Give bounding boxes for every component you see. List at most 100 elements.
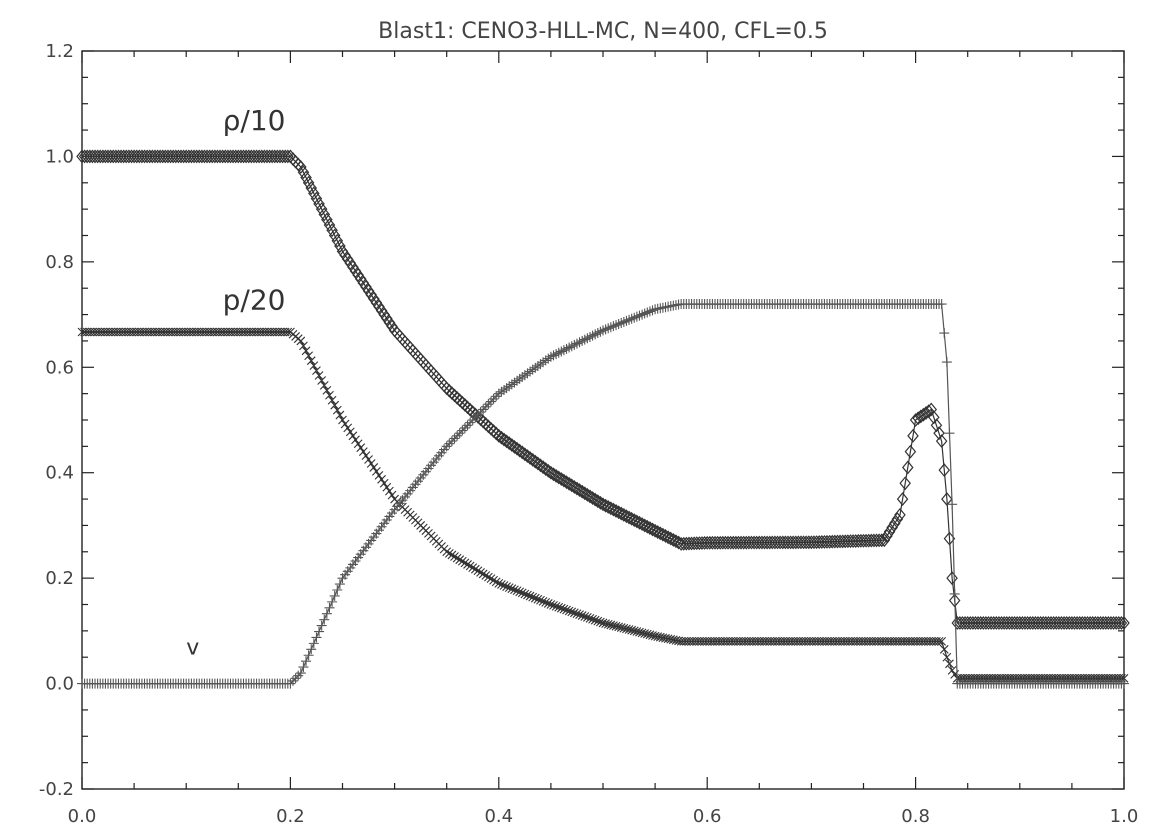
data-point-plus [512,375,523,386]
data-point-diamond [839,534,852,549]
data-point-x [512,586,522,596]
data-point-diamond [578,486,591,501]
data-point-plus [316,620,327,631]
data-point-x [299,341,308,351]
data-point-diamond [313,196,325,211]
data-point-x [296,336,306,346]
data-point-diamond [237,149,250,164]
data-point-diamond [493,428,505,443]
data-point-x [338,415,347,425]
data-point-diamond [756,535,768,550]
data-point-diamond [849,534,862,548]
data-point-diamond [735,535,747,550]
data-point-diamond [1003,616,1016,630]
data-point-diamond [149,149,161,164]
data-point-plus [483,399,494,410]
data-point-x [549,601,558,610]
data-point-plus [314,626,325,637]
annotation-layer: ρ/10 p/20 v [186,104,285,661]
data-point-diamond [690,536,703,551]
data-point-diamond [816,535,828,549]
data-point-x [945,659,954,669]
data-point-diamond [498,432,510,447]
data-point-diamond [875,533,888,548]
data-point-diamond [526,452,539,467]
data-point-x [517,588,527,598]
data-point-plus [1119,678,1129,689]
data-point-plus [548,350,559,361]
data-point-diamond [203,149,216,164]
data-point-diamond [125,149,138,164]
data-point-diamond [227,149,239,164]
data-point-x [590,615,600,625]
data-point-x [322,385,332,395]
data-point-diamond [297,165,310,180]
data-point-diamond [581,487,594,502]
data-point-diamond [1105,616,1117,630]
data-point-diamond [107,149,120,164]
data-point-diamond [917,407,930,422]
data-point-diamond [120,149,133,164]
data-point-diamond [89,149,101,164]
data-point-plus [457,425,468,436]
series-v [77,299,1129,689]
data-point-diamond [235,149,247,164]
data-point-diamond [724,535,737,550]
data-point-x [603,619,613,629]
data-point-diamond [209,149,221,164]
data-point-diamond [240,149,252,164]
data-point-diamond [696,536,708,550]
data-point-diamond [143,149,156,164]
data-point-x [642,629,652,639]
data-point-diamond [1089,616,1102,630]
data-point-diamond [219,149,232,164]
data-point-diamond [909,413,922,427]
data-point-x [934,637,944,646]
data-point-diamond [110,149,122,164]
data-point-plus [936,299,947,310]
data-point-x [358,447,368,457]
data-point-diamond [271,149,284,164]
data-point-plus [462,420,473,431]
data-point-plus [629,312,640,323]
data-point-x [611,621,621,631]
data-point-diamond [680,536,693,551]
data-point-plus [303,650,314,661]
data-point-x [650,631,660,641]
data-point-x [374,470,384,480]
data-point-diamond [907,428,919,443]
data-point-x [663,634,673,644]
data-point-plus [944,428,955,439]
data-point-diamond [258,149,271,164]
data-point-diamond [1076,616,1089,630]
data-point-diamond [704,535,716,550]
data-point-x [343,423,353,433]
data-point-x [624,625,634,634]
data-point-x [309,361,319,371]
data-point-diamond [112,149,125,164]
data-point-x [327,395,337,405]
y-tick-label: -0.2 [39,779,74,800]
data-point-plus [566,341,577,352]
data-point-x [330,400,340,410]
data-point-plus [290,673,301,684]
data-point-diamond [803,535,815,550]
data-point-diamond [565,478,578,493]
data-point-diamond [878,533,891,548]
axis-ticks [81,50,1125,790]
data-point-diamond [188,149,200,164]
data-point-diamond [769,535,781,550]
data-point-diamond [537,460,549,475]
data-point-diamond [685,536,698,551]
data-point-diamond [972,616,984,630]
data-point-diamond [717,535,729,550]
data-point-diamond [128,149,140,164]
data-point-diamond [894,507,906,522]
data-point-plus [334,579,345,590]
data-point-diamond [750,535,763,550]
data-point-plus [306,644,317,655]
data-point-x [371,467,381,476]
data-point-plus [621,315,632,326]
data-point-x [601,619,610,628]
data-point-x [502,582,512,591]
